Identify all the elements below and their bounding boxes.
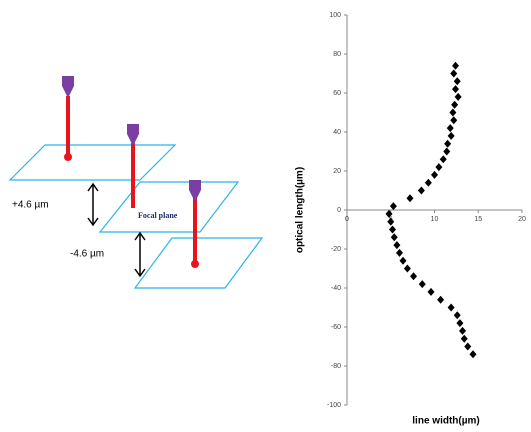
point [428, 288, 435, 296]
arrow [88, 184, 98, 225]
point [470, 350, 477, 358]
tip [62, 76, 74, 98]
point [437, 296, 444, 304]
point [410, 272, 417, 280]
point [448, 132, 455, 140]
point [452, 62, 459, 70]
point [419, 280, 426, 288]
plane [100, 182, 238, 232]
figure: +4.6 µm Focal plane -4.6 µm line width(µ… [0, 0, 531, 432]
point [391, 233, 398, 241]
y-axis-label: optical length(µm) [295, 167, 306, 253]
plane [10, 145, 175, 180]
tip [127, 124, 139, 146]
rod-end [191, 260, 199, 268]
point [456, 319, 463, 327]
y-tick-label: 60 [333, 90, 341, 97]
x-tick-label: 0 [345, 216, 349, 223]
page: {"diagram": {"labels": ["+4.6 \u00b5m", … [0, 0, 531, 432]
point [425, 179, 432, 187]
x-tick-label: 20 [518, 216, 526, 223]
point [450, 70, 457, 78]
point [448, 304, 455, 312]
offset-label: +4.6 µm [12, 200, 49, 211]
x-tick-label: 15 [474, 216, 482, 223]
y-tick-label: 40 [333, 129, 341, 136]
tip [189, 180, 201, 202]
point [454, 77, 461, 85]
point [390, 202, 397, 210]
point [461, 335, 468, 343]
y-tick-label: -60 [331, 324, 341, 331]
point [459, 327, 466, 335]
point [447, 124, 454, 132]
x-axis-label: line width(µm) [412, 416, 479, 427]
point [404, 265, 411, 273]
point [431, 171, 438, 179]
y-tick-label: -100 [327, 402, 341, 409]
y-tick-label: 100 [329, 12, 341, 19]
y-tick-label: -40 [331, 285, 341, 292]
point [396, 249, 403, 257]
point [451, 101, 458, 109]
point [393, 241, 400, 249]
point [443, 148, 450, 156]
point [454, 311, 461, 319]
y-tick-label: 80 [333, 51, 341, 58]
focal-label: Focal plane [138, 211, 178, 220]
point [455, 93, 462, 101]
point [452, 85, 459, 93]
point [440, 155, 447, 163]
y-tick-label: 0 [337, 207, 341, 214]
point [444, 140, 451, 148]
y-tick-label: -80 [331, 363, 341, 370]
y-tick-label: -20 [331, 246, 341, 253]
y-tick-label: 20 [333, 168, 341, 175]
point [449, 109, 456, 117]
point [400, 257, 407, 265]
point [450, 116, 457, 124]
x-tick-label: 10 [431, 216, 439, 223]
arrow [135, 233, 145, 276]
point [418, 187, 425, 195]
offset-label: -4.6 µm [70, 249, 104, 260]
point [435, 163, 442, 171]
diagram [10, 76, 262, 288]
point [464, 343, 471, 351]
rod-end [64, 153, 72, 161]
point [389, 226, 396, 234]
point [407, 194, 414, 202]
